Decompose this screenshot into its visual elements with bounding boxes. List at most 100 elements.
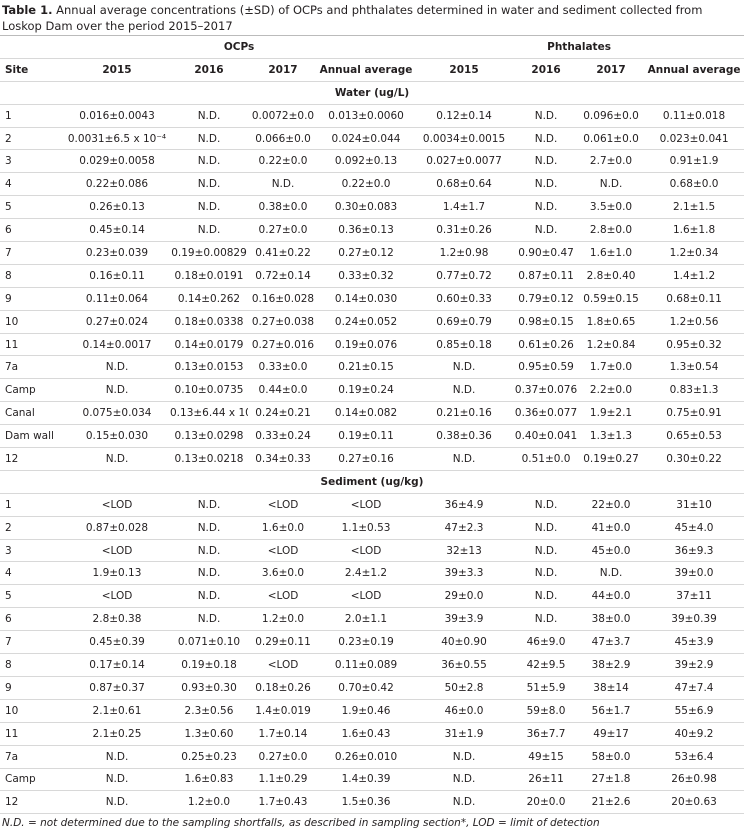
site-cell: 8 — [0, 264, 64, 288]
value-cell: 0.13±0.0298 — [170, 424, 248, 449]
site-cell: 10 — [0, 310, 64, 334]
value-cell: 22±0.0 — [578, 493, 645, 517]
value-cell: 45±3.9 — [644, 630, 744, 655]
table-row: 3 0.029±0.0058 N.D. 0.22±0.0 0.092±0.13 0.027… — [0, 149, 744, 174]
value-cell: N.D. — [64, 355, 170, 380]
value-cell: 2.8±0.0 — [578, 218, 645, 243]
site-cell: 12 — [0, 790, 64, 815]
footnote: N.D. = not determined due to the samplin… — [2, 817, 600, 829]
column-header: 2016 — [514, 58, 579, 82]
value-cell: N.D. — [514, 149, 579, 174]
value-cell: N.D. — [578, 561, 645, 586]
value-cell: <LOD — [318, 493, 415, 517]
value-cell: 49±15 — [514, 745, 579, 769]
value-cell: 0.75±0.91 — [644, 401, 744, 426]
value-cell: 39±3.3 — [414, 561, 515, 586]
group-header: OCPs — [64, 35, 415, 59]
table-row: 12 N.D. 1.2±0.0 1.7±0.43 1.5±0.36 N.D. 20±0.0 2… — [0, 790, 744, 815]
value-cell: 0.33±0.32 — [318, 264, 415, 288]
value-cell: 0.14±0.030 — [318, 287, 415, 311]
value-cell: 0.36±0.13 — [318, 218, 415, 243]
value-cell: 0.65±0.53 — [644, 424, 744, 449]
header-cell — [0, 35, 64, 59]
value-cell: 38±2.9 — [578, 653, 645, 677]
value-cell: 0.79±0.12 — [514, 287, 579, 311]
table-row: 6 0.45±0.14 N.D. 0.27±0.0 0.36±0.13 0.31±0.26… — [0, 218, 744, 243]
value-cell: 0.85±0.18 — [414, 333, 515, 357]
value-cell: 1.6±0.43 — [318, 722, 415, 746]
value-cell: 38±14 — [578, 676, 645, 700]
value-cell: 0.77±0.72 — [414, 264, 515, 288]
value-cell: 2.4±1.2 — [318, 561, 415, 586]
value-cell: 0.10±0.0735 — [170, 378, 248, 403]
value-cell: 2.8±0.38 — [64, 607, 170, 632]
value-cell: N.D. — [64, 768, 170, 792]
table-row: 1 <LOD N.D. <LOD <LOD 36±4.9 N.D. 22±0.0 31±10 — [0, 493, 744, 517]
site-cell: 2 — [0, 127, 64, 151]
value-cell: 39±0.0 — [644, 561, 744, 586]
value-cell: N.D. — [414, 447, 515, 471]
value-cell: 0.83±1.3 — [644, 378, 744, 403]
table-row: 8 0.17±0.14 0.19±0.18 <LOD 0.11±0.089 36±0.55… — [0, 653, 744, 677]
site-cell: 7 — [0, 241, 64, 265]
value-cell: <LOD — [248, 584, 318, 609]
value-cell: N.D. — [170, 218, 248, 243]
value-cell: <LOD — [248, 653, 318, 677]
value-cell: 58±0.0 — [578, 745, 645, 769]
value-cell: 0.45±0.39 — [64, 630, 170, 655]
value-cell: 0.33±0.24 — [248, 424, 318, 449]
site-cell: 7a — [0, 355, 64, 380]
site-cell: 1 — [0, 493, 64, 517]
value-cell: 1.4±1.2 — [644, 264, 744, 288]
value-cell: N.D. — [514, 561, 579, 586]
value-cell: 0.029±0.0058 — [64, 149, 170, 174]
value-cell: 0.29±0.11 — [248, 630, 318, 655]
table-row: 10 2.1±0.61 2.3±0.56 1.4±0.019 1.9±0.46 46±0.… — [0, 699, 744, 723]
value-cell: 1.7±0.14 — [248, 722, 318, 746]
site-cell: Canal — [0, 401, 64, 426]
column-header: 2015 — [414, 58, 515, 82]
value-cell: 31±10 — [644, 493, 744, 517]
table-row: Camp N.D. 1.6±0.83 1.1±0.29 1.4±0.39 N.D. 26±1… — [0, 768, 744, 792]
group-header-row: OCPs Phthalates — [0, 35, 744, 59]
value-cell: 50±2.8 — [414, 676, 515, 700]
value-cell: 1.8±0.65 — [578, 310, 645, 334]
table-row: 1 0.016±0.0043 N.D. 0.0072±0.0 0.013±0.0060 0… — [0, 104, 744, 128]
value-cell: 0.60±0.33 — [414, 287, 515, 311]
value-cell: 47±3.7 — [578, 630, 645, 655]
value-cell: 37±11 — [644, 584, 744, 609]
value-cell: N.D. — [578, 172, 645, 197]
value-cell: 1.2±0.0 — [248, 607, 318, 632]
value-cell: 26±11 — [514, 768, 579, 792]
value-cell: 49±17 — [578, 722, 645, 746]
table-row: 7 0.45±0.39 0.071±0.10 0.29±0.11 0.23±0.19 40… — [0, 630, 744, 655]
value-cell: 0.91±1.9 — [644, 149, 744, 174]
column-header: 2017 — [578, 58, 645, 82]
column-header-row: Site 2015 2016 2017 Annual average 2015 2016 20… — [0, 58, 744, 82]
value-cell: 0.0034±0.0015 — [414, 127, 515, 151]
value-cell: 0.023±0.041 — [644, 127, 744, 151]
value-cell: 0.0031±6.5 x 10⁻⁴ — [64, 127, 170, 151]
value-cell: 0.26±0.13 — [64, 195, 170, 220]
value-cell: 3.6±0.0 — [248, 561, 318, 586]
table-row: 7 0.23±0.039 0.19±0.00829 0.41±0.22 0.27±0.1… — [0, 241, 744, 265]
value-cell: 0.30±0.22 — [644, 447, 744, 471]
value-cell: 1.3±0.60 — [170, 722, 248, 746]
value-cell: 0.51±0.0 — [514, 447, 579, 471]
value-cell: N.D. — [170, 493, 248, 517]
value-cell: 56±1.7 — [578, 699, 645, 723]
column-header: 2015 — [64, 58, 170, 82]
value-cell: N.D. — [414, 768, 515, 792]
value-cell: N.D. — [514, 493, 579, 517]
value-cell: 0.12±0.14 — [414, 104, 515, 128]
value-cell: 0.19±0.076 — [318, 333, 415, 357]
table-row: 5 <LOD N.D. <LOD <LOD 29±0.0 N.D. 44±0.0 37±11 — [0, 584, 744, 609]
section-row: Sediment (ug/kg) — [0, 470, 744, 494]
value-cell: 0.95±0.59 — [514, 355, 579, 380]
value-cell: 1.2±0.84 — [578, 333, 645, 357]
value-cell: N.D. — [170, 607, 248, 632]
value-cell: 0.87±0.11 — [514, 264, 579, 288]
value-cell: N.D. — [64, 447, 170, 471]
value-cell: 1.4±0.019 — [248, 699, 318, 723]
value-cell: 1.4±1.7 — [414, 195, 515, 220]
